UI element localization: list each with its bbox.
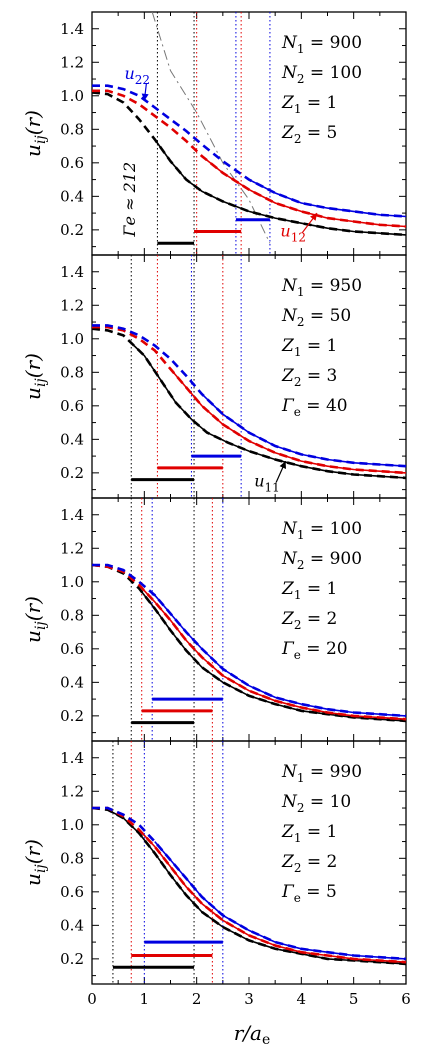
param-label: Z2 = 2 (281, 852, 337, 875)
y-axis-title: uij(r) (21, 110, 49, 157)
curve-dashed-u11 (92, 91, 406, 237)
y-tick-label: 0.4 (60, 673, 84, 691)
annotation-arrowhead (279, 461, 286, 469)
x-tick-label: 0 (87, 990, 97, 1008)
param-label: Z1 = 1 (281, 822, 337, 845)
param-label: N2 = 10 (281, 792, 351, 815)
annotation-label: u12 (280, 222, 306, 245)
panel-3: 0.2 0.4 0.6 0.8 1.0 1.2 1.4 uij(r) N1 = 100 N2 = … (21, 497, 407, 742)
y-tick-label: 0.6 (60, 883, 84, 901)
y-tick-label: 1.2 (60, 296, 84, 314)
x-tick-label: 5 (349, 990, 359, 1008)
param-label: N2 = 100 (281, 63, 362, 86)
y-tick-label: 0.4 (60, 916, 84, 934)
y-tick-label: 0.8 (60, 849, 84, 867)
curve-solid-u22 (248, 178, 406, 218)
plot-area (92, 12, 406, 255)
param-label: Z1 = 1 (281, 579, 337, 602)
curve-dashed-u11 (92, 563, 406, 723)
y-tick-label: 0.2 (60, 950, 84, 968)
param-label: Γe = 40 (281, 396, 348, 419)
y-tick-label: 1.2 (60, 782, 84, 800)
y-tick-label: 1.0 (60, 816, 84, 834)
y-tick-label: 0.4 (60, 430, 84, 448)
curve-dashed-u22 (92, 324, 406, 468)
y-tick-label: 0.8 (60, 120, 84, 138)
x-tick-label: 6 (401, 990, 411, 1008)
y-tick-label: 0.8 (60, 363, 84, 381)
param-label: Z2 = 3 (281, 366, 337, 389)
y-tick-label: 1.4 (60, 263, 84, 281)
curve-dashed-u12 (92, 563, 406, 721)
y-tick-label: 1.4 (60, 20, 84, 38)
y-axis-title: uij(r) (21, 839, 49, 886)
y-tick-label: 0.2 (60, 707, 84, 725)
curve-dashed-u12 (92, 806, 406, 964)
y-tick-label: 1.2 (60, 53, 84, 71)
param-label: Z2 = 5 (281, 123, 337, 146)
curve-solid-u11 (154, 138, 406, 236)
y-tick-label: 1.0 (60, 330, 84, 348)
panel-4: 0.2 0.4 0.6 0.8 1.0 1.2 1.4 uij(r) N1 = 990 N2 = … (21, 740, 407, 985)
curve-solid-u12 (201, 155, 406, 228)
param-label: Z1 = 1 (281, 93, 337, 116)
annotation-label: Γe ≈ 212 (120, 162, 139, 238)
annotation-arrowhead (141, 93, 149, 101)
x-axis: 0 1 2 3 4 5 6 (87, 990, 411, 1008)
annotation-label: u11 (254, 471, 280, 494)
param-label: N2 = 50 (281, 306, 351, 329)
curve-dashed-u22 (92, 563, 406, 718)
panels: 0.2 0.4 0.6 0.8 1.0 1.2 1.4 uij(r) N1 = 900 N2 = … (21, 11, 407, 985)
guide-curve (151, 12, 271, 244)
annotation-arrowhead (310, 213, 318, 221)
panel-1: 0.2 0.4 0.6 0.8 1.0 1.2 1.4 uij(r) N1 = 900 N2 = … (21, 11, 407, 256)
plot-area (92, 255, 406, 498)
y-tick-label: 1.4 (60, 506, 84, 524)
curve-solid-u11 (133, 344, 406, 479)
y-tick-label: 0.4 (60, 187, 84, 205)
y-tick-label: 0.2 (60, 221, 84, 239)
param-label: Γe = 5 (281, 882, 337, 905)
y-tick-label: 0.8 (60, 606, 84, 624)
param-label: N1 = 100 (281, 519, 362, 542)
y-axis-title: uij(r) (21, 353, 49, 400)
param-label: Γe = 20 (281, 639, 348, 662)
curve-dashed-u22 (92, 806, 406, 961)
x-tick-label: 4 (297, 990, 307, 1008)
y-tick-label: 0.2 (60, 464, 84, 482)
curve-dashed-u22 (92, 84, 406, 218)
param-label: N1 = 900 (281, 33, 362, 56)
plot-area (92, 498, 406, 741)
curve-dashed-u11 (92, 327, 406, 480)
x-tick-label: 3 (244, 990, 254, 1008)
param-label: Z1 = 1 (281, 336, 337, 359)
x-tick-label: 1 (140, 990, 150, 1008)
x-tick-label: 2 (192, 990, 202, 1008)
curve-dashed-u11 (92, 806, 406, 966)
curve-solid-u11 (107, 808, 406, 965)
plot-area (92, 741, 406, 984)
y-tick-label: 0.6 (60, 154, 84, 172)
curve-solid-u11 (138, 588, 406, 722)
y-tick-label: 1.4 (60, 749, 84, 767)
param-label: N1 = 950 (281, 276, 362, 299)
param-label: Z2 = 2 (281, 609, 337, 632)
param-label: N1 = 990 (281, 762, 362, 785)
y-tick-label: 0.6 (60, 640, 84, 658)
param-label: N2 = 900 (281, 549, 362, 572)
curve-dashed-u12 (92, 325, 406, 475)
curve-dashed-u12 (92, 89, 406, 228)
y-tick-label: 1.2 (60, 539, 84, 557)
y-tick-label: 1.0 (60, 573, 84, 591)
y-tick-label: 1.0 (60, 87, 84, 105)
panel-2: 0.2 0.4 0.6 0.8 1.0 1.2 1.4 uij(r) N1 = 950 N2 = … (21, 254, 407, 499)
y-tick-label: 0.6 (60, 397, 84, 415)
x-axis-title: r/ae (234, 1021, 271, 1048)
y-axis-title: uij(r) (21, 596, 49, 643)
